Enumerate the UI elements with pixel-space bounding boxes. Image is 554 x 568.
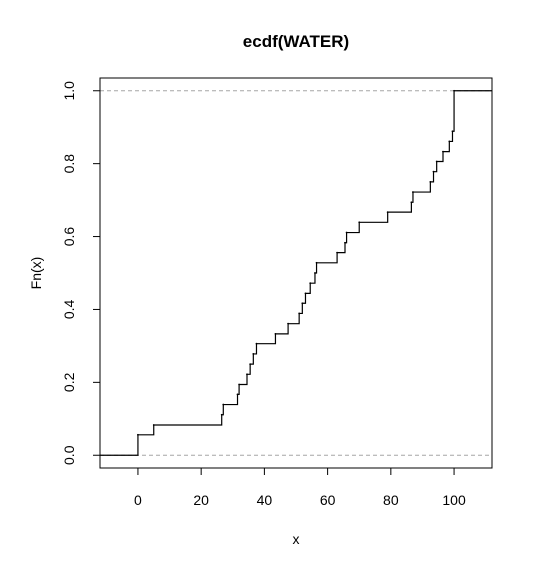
ecdf-point-4 — [236, 393, 239, 396]
ecdf-point-27 — [435, 160, 438, 163]
ecdf-point-31 — [453, 89, 455, 92]
ecdf-point-0 — [137, 433, 139, 436]
ecdf-point-23 — [410, 201, 413, 204]
ecdf-series — [100, 89, 492, 456]
ecdf-point-29 — [448, 140, 451, 143]
ecdf-point-25 — [429, 180, 432, 183]
ecdf-point-13 — [301, 302, 304, 305]
ecdf-point-16 — [314, 272, 316, 274]
x-axis: 0 20 40 60 80 100 — [134, 467, 466, 508]
x-tick-label-3: 60 — [320, 492, 336, 508]
y-tick-label-1: 0.2 — [61, 372, 77, 392]
ecdf-point-8 — [252, 353, 255, 355]
ecdf-point-21 — [358, 221, 361, 224]
ecdf-point-1 — [152, 424, 155, 426]
y-tick-label-4: 0.8 — [61, 154, 77, 174]
ecdf-point-22 — [386, 211, 389, 214]
x-tick-label-4: 80 — [383, 492, 399, 508]
ecdf-point-18 — [336, 251, 338, 254]
ecdf-point-15 — [309, 282, 312, 285]
ecdf-point-6 — [246, 373, 248, 376]
ecdf-point-5 — [238, 383, 240, 386]
reference-lines — [100, 90, 492, 456]
y-axis: 0.0 0.2 0.4 0.6 0.8 1.0 — [61, 81, 101, 465]
y-tick-label-3: 0.6 — [61, 227, 77, 247]
y-tick-label-0: 0.0 — [61, 445, 77, 465]
y-tick-label-5: 1.0 — [61, 81, 77, 101]
x-axis-label: x — [293, 531, 300, 547]
ecdf-point-14 — [304, 292, 307, 295]
x-tick-label-2: 40 — [257, 492, 273, 508]
y-axis-label: Fn(x) — [28, 257, 44, 290]
ecdf-point-10 — [274, 332, 277, 335]
ecdf-point-24 — [412, 191, 414, 193]
ecdf-point-19 — [344, 241, 346, 244]
y-tick-label-2: 0.4 — [61, 300, 77, 320]
ecdf-point-2 — [220, 413, 223, 416]
ecdf-point-7 — [249, 363, 252, 366]
ecdf-point-20 — [345, 231, 348, 234]
x-tick-label-1: 20 — [193, 492, 209, 508]
ecdf-step-line — [100, 90, 492, 456]
ecdf-point-3 — [222, 403, 225, 406]
plot-frame — [99, 77, 493, 469]
x-tick-label-5: 100 — [442, 492, 466, 508]
ecdf-point-26 — [432, 170, 435, 173]
ecdf-point-11 — [287, 322, 289, 325]
ecdf-point-30 — [451, 130, 454, 133]
ecdf-point-12 — [298, 312, 301, 315]
chart-title: ecdf(WATER) — [243, 32, 349, 51]
ecdf-point-9 — [255, 342, 258, 345]
x-tick-label-0: 0 — [134, 492, 142, 508]
ecdf-point-17 — [315, 261, 318, 264]
ecdf-point-28 — [442, 150, 444, 153]
